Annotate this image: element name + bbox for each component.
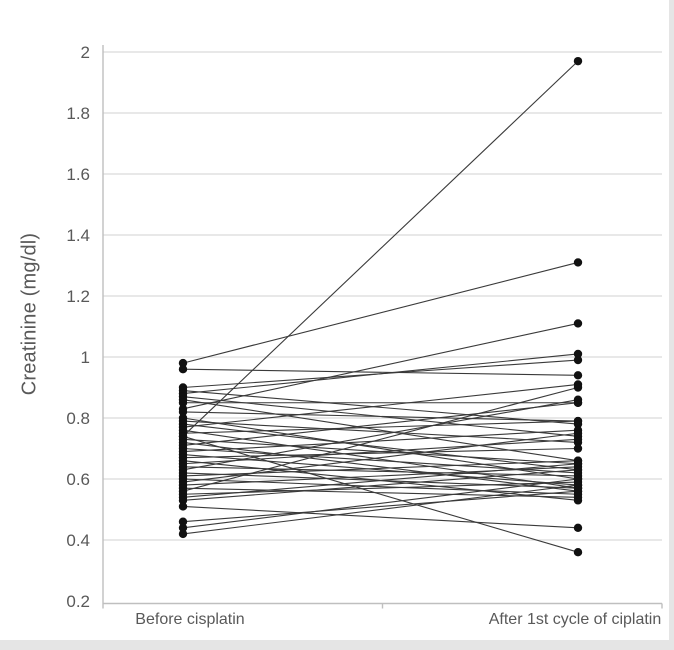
data-point-after xyxy=(573,465,583,475)
x-category-before: Before cisplatin xyxy=(135,611,245,628)
connector-line xyxy=(182,399,579,471)
y-tick-label: 1 xyxy=(80,347,90,367)
data-point-before xyxy=(178,502,188,511)
connector-line xyxy=(182,463,579,498)
connector-line xyxy=(182,429,579,453)
y-tick-label: 0.6 xyxy=(66,469,90,489)
y-axis-title: Creatinine (mg/dl) xyxy=(18,232,41,396)
y-tick-label: 1.4 xyxy=(66,225,90,245)
connector-line xyxy=(182,478,579,529)
data-point-after xyxy=(573,459,583,468)
data-point-before xyxy=(178,365,188,374)
connector-line xyxy=(182,402,579,446)
connector-line xyxy=(182,420,579,434)
y-tick-label: 0.4 xyxy=(66,530,90,550)
y-tick-label: 1.6 xyxy=(66,164,90,184)
data-point-before xyxy=(178,517,188,526)
connector-line xyxy=(182,438,579,465)
data-point-after xyxy=(573,416,583,426)
data-point-before xyxy=(178,398,188,407)
data-point-after xyxy=(573,429,583,438)
connector-line xyxy=(182,429,579,489)
y-tick-label: 0.8 xyxy=(66,408,90,428)
connector-line xyxy=(182,390,579,425)
data-point-after xyxy=(573,383,583,392)
connector-line xyxy=(182,322,579,410)
y-tick-label: 1.2 xyxy=(66,286,90,306)
connector-line xyxy=(182,353,579,395)
data-point-after xyxy=(573,474,583,484)
data-point-after xyxy=(573,487,583,496)
data-point-before xyxy=(178,523,188,532)
data-point-after xyxy=(573,493,583,502)
data-point-after xyxy=(573,371,583,380)
y-tick-label: 1.8 xyxy=(66,103,90,123)
connector-line xyxy=(182,386,579,492)
data-point-after xyxy=(573,523,583,532)
connector-line xyxy=(182,447,579,459)
connector-line xyxy=(182,484,579,535)
connector-line xyxy=(182,469,579,501)
connector-line xyxy=(182,261,579,364)
connector-line xyxy=(182,505,579,529)
data-point-after xyxy=(573,349,583,359)
y-tick-label: 2 xyxy=(80,42,90,62)
data-point-after xyxy=(573,355,583,365)
data-point-after xyxy=(573,435,583,444)
connector-line xyxy=(182,411,579,422)
data-point-before xyxy=(178,358,188,368)
y-tick-label: 0.2 xyxy=(66,591,90,611)
connector-line xyxy=(182,368,579,376)
data-point-after xyxy=(573,548,583,557)
connector-line xyxy=(182,441,579,492)
data-point-before xyxy=(178,496,188,505)
window-edge-bottom xyxy=(0,640,674,650)
data-point-after xyxy=(573,444,583,453)
data-point-after xyxy=(573,319,583,328)
connector-line xyxy=(182,490,579,523)
connector-line xyxy=(182,383,579,428)
data-point-after xyxy=(573,395,583,404)
data-point-after xyxy=(573,258,583,267)
x-category-after: After 1st cycle of ciplatin xyxy=(488,611,662,628)
data-point-before xyxy=(178,407,188,417)
window-edge-right xyxy=(669,0,674,650)
data-point-before xyxy=(178,529,188,539)
data-point-after xyxy=(573,56,583,66)
connector-line xyxy=(182,60,579,437)
data-point-after xyxy=(573,480,583,490)
connector-line xyxy=(182,420,579,443)
